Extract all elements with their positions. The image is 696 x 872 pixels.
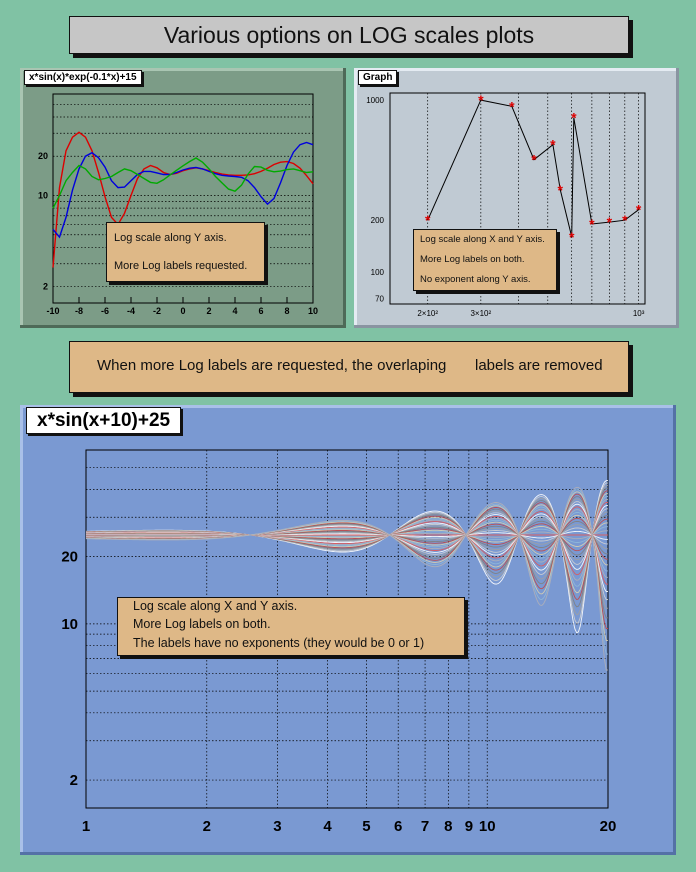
bottom-chart-x-tick-label: 5	[362, 818, 370, 835]
right-chart-point: *	[569, 229, 575, 245]
bottom-chart-y-tick-label: 20	[61, 549, 78, 566]
right-chart-y-tick-label: 100	[371, 268, 385, 277]
bottom-chart-x-tick-label: 9	[465, 818, 473, 835]
left-chart-y-tick-label: 20	[38, 151, 48, 161]
right-chart-note: Log scale along X and Y axis. More Log l…	[413, 229, 557, 291]
left-chart-x-tick-label: 10	[308, 306, 318, 316]
right-chart-point: *	[589, 216, 595, 232]
bottom-chart-title: x*sin(x+10)+25	[26, 407, 182, 434]
bottom-chart-y-tick-label: 2	[70, 772, 78, 789]
right-chart-y-tick-label: 200	[371, 216, 385, 225]
bottom-chart-x-tick-label: 8	[444, 818, 452, 835]
right-chart-point: *	[558, 182, 564, 198]
right-chart-point: *	[425, 212, 431, 228]
left-chart-y-tick-label: 2	[43, 282, 48, 292]
bottom-chart-frame	[85, 449, 609, 809]
left-chart-x-tick-label: 4	[232, 306, 237, 316]
bottom-chart-x-tick-label: 1	[82, 818, 90, 835]
right-chart-point: *	[571, 110, 577, 126]
bottom-chart-x-tick-label: 20	[600, 818, 617, 835]
right-note-line-1: Log scale along X and Y axis.	[420, 234, 545, 245]
right-chart-x-tick-label: 10³	[633, 309, 645, 318]
left-chart-note: Log scale along Y axis. More Log labels …	[106, 222, 265, 282]
left-chart-x-tick-label: 6	[258, 306, 263, 316]
bottom-note-line-2: More Log labels on both.	[133, 617, 271, 631]
left-chart-x-tick-label: 2	[206, 306, 211, 316]
bottom-chart-y-tick-label: 10	[61, 616, 78, 633]
right-chart-point: *	[531, 152, 537, 168]
right-chart-y-tick-label: 70	[375, 294, 384, 303]
right-chart-y-tick-label: 1000	[366, 96, 384, 105]
bottom-chart-x-tick-label: 6	[394, 818, 402, 835]
left-chart-x-tick-label: -6	[101, 306, 109, 316]
right-note-line-3: No exponent along Y axis.	[420, 274, 531, 285]
left-note-line-1: Log scale along Y axis.	[114, 232, 227, 244]
right-chart-point: *	[607, 214, 613, 230]
left-chart-x-tick-label: -8	[75, 306, 83, 316]
info-banner: When more Log labels are requested, the …	[69, 341, 629, 393]
right-chart-point: *	[509, 98, 515, 114]
left-chart-series-2	[52, 141, 314, 239]
right-chart-x-tick-label: 2×10²	[417, 309, 438, 318]
right-chart-point: *	[622, 212, 628, 228]
right-chart-x-tick-label: 3×10²	[470, 309, 491, 318]
right-chart-line	[427, 99, 639, 237]
left-chart-x-tick-label: -4	[127, 306, 135, 316]
left-chart-x-tick-label: 8	[284, 306, 289, 316]
bottom-chart-x-tick-label: 3	[273, 818, 281, 835]
right-chart-point: *	[550, 137, 556, 153]
left-chart-panel[interactable]	[20, 68, 346, 328]
left-chart-x-tick-label: -2	[153, 306, 161, 316]
bottom-note-line-1: Log scale along X and Y axis.	[133, 599, 298, 613]
right-chart-title: Graph	[358, 70, 398, 85]
left-chart-x-tick-label: -10	[46, 306, 59, 316]
right-chart-frame	[389, 92, 646, 305]
left-chart-series-3	[52, 157, 314, 209]
banner-text-left: When more Log labels are requested, the …	[97, 357, 447, 374]
bottom-chart-x-tick-label: 7	[421, 818, 429, 835]
bottom-chart-curve	[85, 486, 609, 671]
bottom-chart-x-tick-label: 2	[203, 818, 211, 835]
left-chart-y-tick-label: 10	[38, 191, 48, 201]
right-chart-point: *	[636, 202, 642, 218]
bottom-note-line-3: The labels have no exponents (they would…	[133, 636, 425, 650]
banner-text-right: labels are removed	[475, 357, 603, 374]
left-chart-title: x*sin(x)*exp(-0.1*x)+15	[24, 70, 142, 85]
bottom-chart-note: Log scale along X and Y axis. More Log l…	[117, 597, 465, 656]
page-title: Various options on LOG scales plots	[69, 16, 629, 54]
bottom-chart-x-tick-label: 4	[323, 818, 332, 835]
right-note-line-2: More Log labels on both.	[420, 254, 525, 265]
left-note-line-2: More Log labels requested.	[114, 260, 248, 272]
bottom-chart-x-tick-label: 10	[479, 818, 496, 835]
right-chart-point: *	[478, 92, 484, 108]
left-chart-x-tick-label: 0	[180, 306, 185, 316]
